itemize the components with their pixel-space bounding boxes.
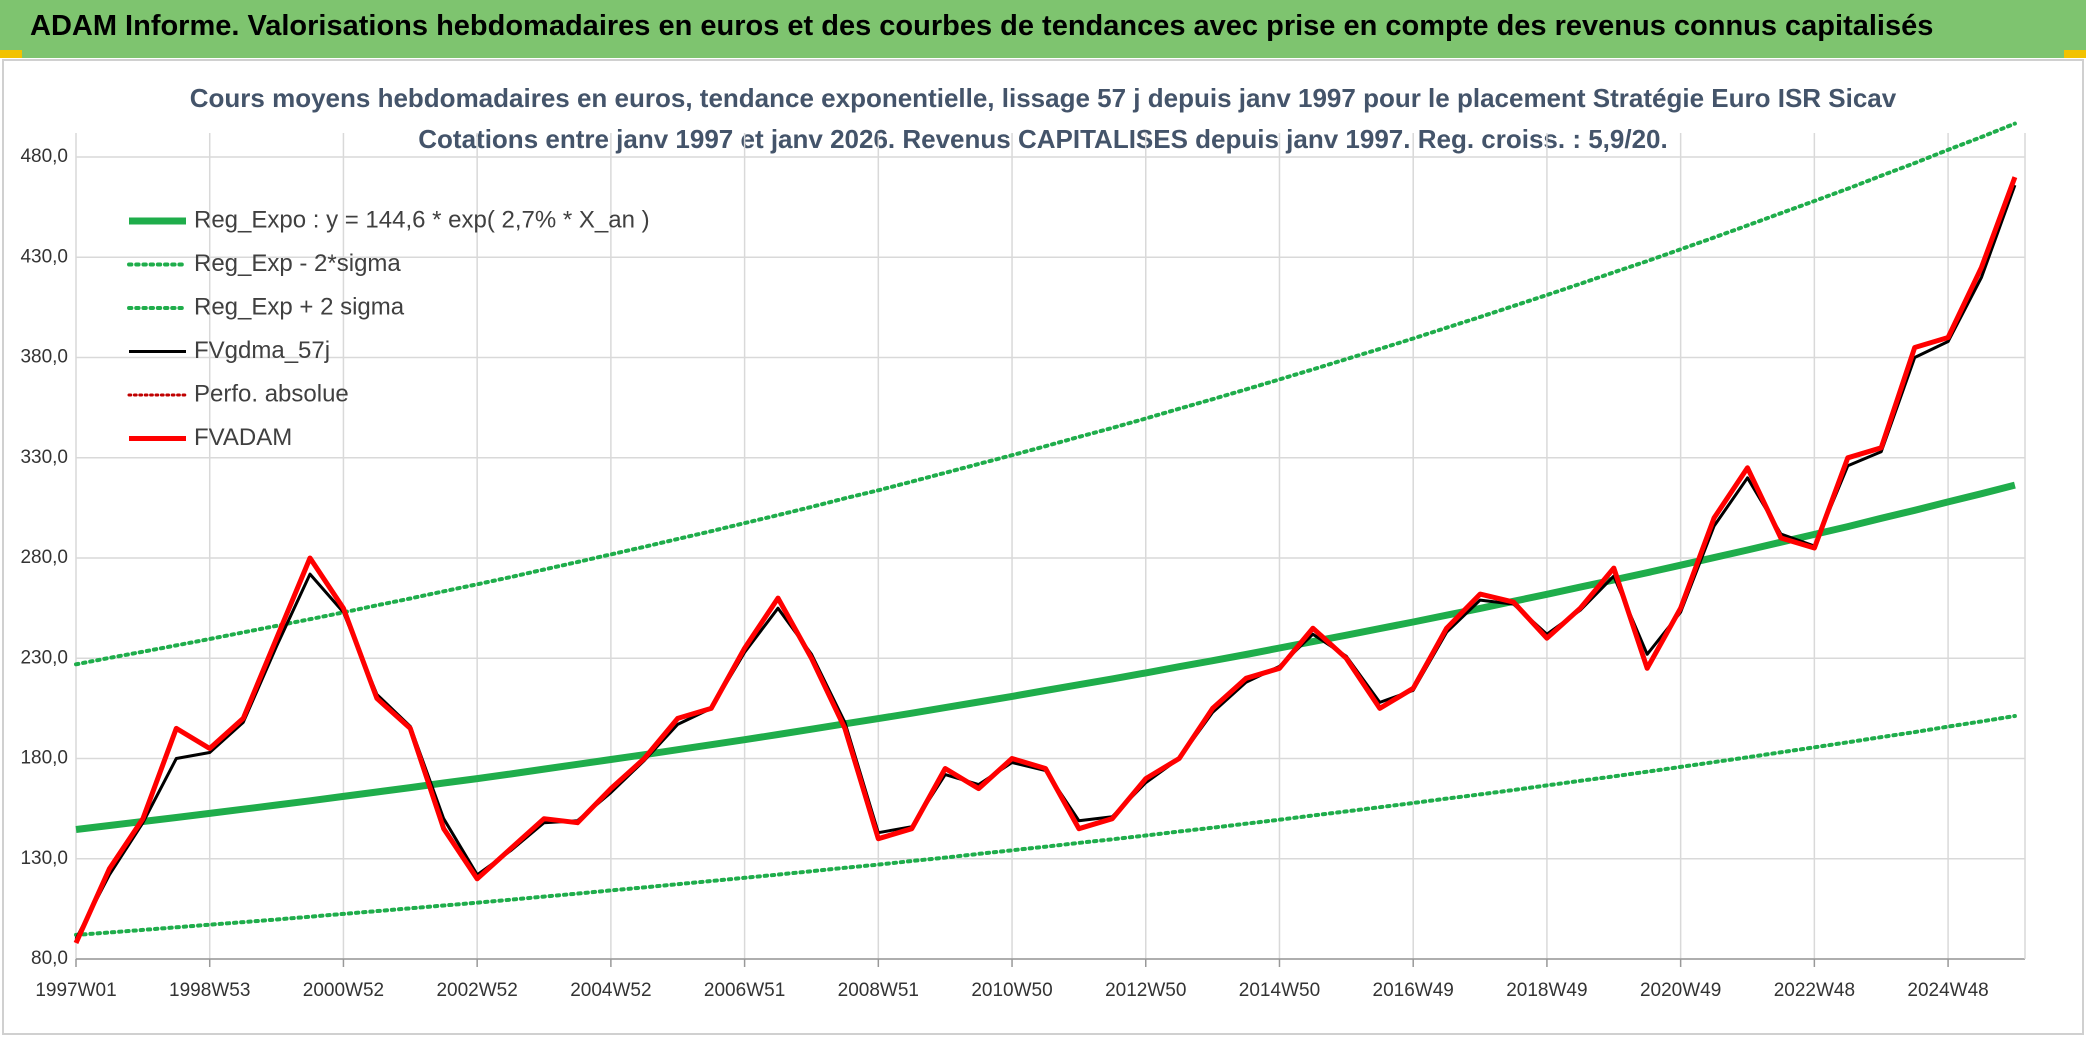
- x-tick-label: 2022W48: [1774, 980, 1855, 1001]
- x-tick-label: 2014W50: [1239, 980, 1320, 1001]
- corner: [0, 50, 22, 58]
- legend-label: FVADAM: [194, 424, 292, 451]
- legend-label: Reg_Expo : y = 144,6 * exp( 2,7% * X_an …: [194, 206, 650, 233]
- x-tick-label: 2004W52: [570, 980, 651, 1001]
- header-bar: [0, 0, 2086, 58]
- y-tick-label: 280,0: [20, 547, 68, 568]
- x-tick-label: 2010W50: [971, 980, 1052, 1001]
- series-line: [74, 121, 2017, 667]
- header-title: ADAM Informe. Valorisations hebdomadaire…: [30, 10, 1934, 42]
- legend-label: Reg_Exp + 2 sigma: [194, 293, 405, 320]
- chart-title: Cours moyens hebdomadaires en euros, ten…: [190, 83, 1897, 113]
- legend-label: Reg_Exp - 2*sigma: [194, 250, 401, 277]
- series-line: [74, 714, 2017, 937]
- y-tick-label: 330,0: [20, 447, 68, 468]
- x-tick-label: 2002W52: [436, 980, 517, 1001]
- x-tick-label: 2024W48: [1907, 980, 1988, 1001]
- series-line: [73, 176, 2018, 945]
- y-tick-label: 430,0: [20, 246, 68, 267]
- y-tick-label: 230,0: [20, 647, 68, 668]
- x-tick-label: 1998W53: [169, 980, 250, 1001]
- y-tick-label: 180,0: [20, 748, 68, 769]
- corner: [2064, 50, 2086, 58]
- x-tick-label: 1997W01: [35, 980, 116, 1001]
- chart-frame: [2, 59, 2084, 1035]
- x-tick-label: 2016W49: [1373, 980, 1454, 1001]
- y-tick-label: 480,0: [20, 146, 68, 167]
- x-tick-label: 2018W49: [1506, 980, 1587, 1001]
- x-tick-label: 2006W51: [704, 980, 785, 1001]
- legend-label: Perfo. absolue: [194, 380, 349, 407]
- legend-label: FVgdma_57j: [194, 337, 330, 364]
- x-tick-label: 2012W50: [1105, 980, 1186, 1001]
- chart-subtitle: Cotations entre janv 1997 et janv 2026. …: [418, 124, 1667, 154]
- y-tick-label: 80,0: [31, 948, 68, 969]
- x-tick-label: 2000W52: [303, 980, 384, 1001]
- x-tick-label: 2020W49: [1640, 980, 1721, 1001]
- y-tick-label: 380,0: [20, 347, 68, 368]
- x-tick-label: 2008W51: [838, 980, 919, 1001]
- y-tick-label: 130,0: [20, 848, 68, 869]
- series-line: [75, 481, 2016, 833]
